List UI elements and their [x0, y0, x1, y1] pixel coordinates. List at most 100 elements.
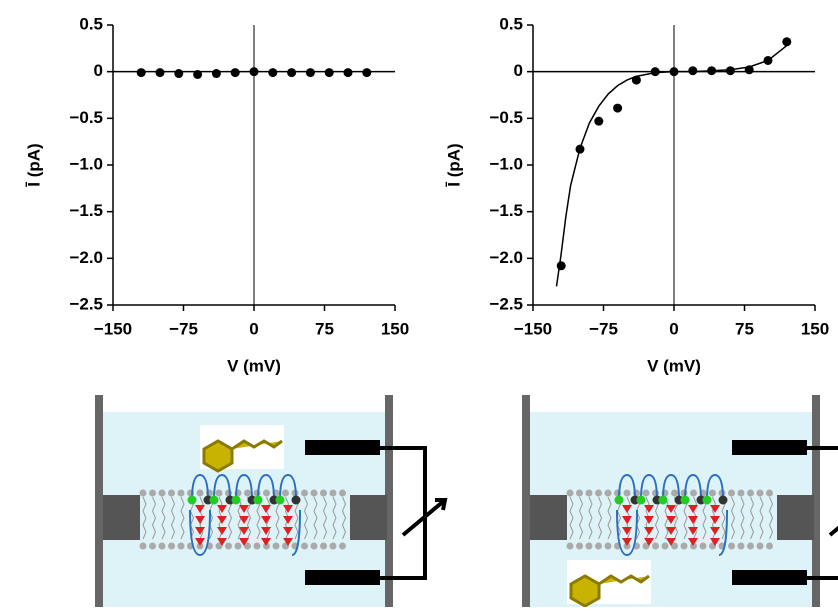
lipid-head [168, 489, 175, 497]
green-group [614, 495, 624, 505]
channel-unit [710, 516, 720, 524]
channel-unit [622, 527, 632, 535]
lipid-head [642, 542, 650, 550]
channel-unit [261, 505, 271, 513]
data-point [669, 67, 679, 77]
lipid-head [263, 542, 270, 550]
lipid-tail [740, 496, 745, 540]
data-point [707, 66, 717, 76]
y-tick-label: 0.5 [79, 14, 103, 33]
septum [103, 495, 140, 540]
data-point [744, 65, 754, 75]
channel-unit [688, 527, 698, 535]
y-tick-label: 0 [94, 61, 103, 80]
lipid-tail [332, 496, 337, 540]
channel-unit [666, 505, 676, 513]
lipid-tail [759, 496, 764, 540]
lipid-head [661, 542, 669, 550]
channel-unit [239, 516, 249, 524]
lipid-head [595, 489, 602, 497]
circuit-wire [380, 446, 427, 580]
x-axis-label: V (mV) [227, 356, 281, 375]
lipid-tail [303, 496, 309, 540]
molecule [569, 574, 650, 608]
lipid-head [604, 542, 612, 550]
data-point [782, 37, 792, 47]
lipid-head [149, 542, 156, 550]
y-tick-label: −0.5 [489, 108, 523, 127]
data-point [136, 68, 146, 78]
green-group [275, 495, 285, 505]
channel-unit [710, 538, 720, 546]
lipid-tail [578, 496, 584, 540]
channel-loop [618, 473, 636, 501]
channel-unit [283, 527, 293, 535]
data-point [324, 68, 334, 78]
lipid-head [272, 542, 280, 550]
channel-loop [257, 473, 275, 501]
bilayer-cell [95, 395, 448, 607]
x-axis-label: V (mV) [647, 356, 701, 375]
channel-unit [261, 527, 271, 535]
channel-unit [217, 527, 227, 535]
chamber-wall [812, 395, 820, 607]
lipid-head [168, 542, 175, 550]
data-point [362, 68, 372, 78]
lipid-head [158, 489, 166, 497]
data-point [193, 69, 203, 79]
lipid-head [301, 489, 308, 497]
lipid-tail [151, 496, 157, 540]
channel-unit [688, 538, 698, 546]
channel-unit [622, 505, 632, 513]
lipid-head [623, 489, 631, 497]
lipid-head [680, 542, 688, 550]
channel-loop [684, 473, 702, 501]
channel-unit [239, 505, 249, 513]
lipid-head [747, 542, 754, 550]
lipid-tail [142, 496, 147, 540]
lipid-head [747, 489, 754, 497]
lipid-head [139, 542, 147, 550]
data-point [287, 68, 297, 78]
channel-unit [688, 505, 698, 513]
channel-unit [666, 516, 676, 524]
molecule [202, 439, 283, 473]
lipid-head [595, 542, 602, 550]
lipid-head [709, 489, 716, 497]
channel-loop [235, 473, 253, 501]
lipid-head [728, 489, 735, 497]
lipid-tail [607, 496, 612, 540]
data-point [249, 67, 259, 77]
lipid-tail [768, 496, 774, 540]
lipid-head [652, 542, 659, 550]
channel-unit [217, 538, 227, 546]
lipid-head [301, 542, 308, 550]
lipid-head [585, 489, 593, 497]
data-point [575, 144, 585, 154]
lipid-head [225, 489, 232, 497]
lipid-tail [597, 496, 603, 540]
channel-unit [195, 505, 205, 513]
lipid-head [329, 489, 337, 497]
green-group [702, 495, 712, 505]
electrode [732, 440, 807, 455]
chamber-wall [385, 395, 393, 607]
electrode [305, 570, 380, 585]
lipid-head [253, 489, 261, 497]
channel-unit [239, 538, 249, 546]
data-point [268, 68, 278, 78]
channel-unit [666, 538, 676, 546]
lipid-head [576, 489, 583, 497]
data-point [594, 116, 604, 126]
lipid-head [737, 489, 745, 497]
dark-group [291, 495, 301, 505]
data-point [174, 69, 184, 79]
green-group [187, 495, 197, 505]
septum [350, 495, 387, 540]
channel-unit [644, 527, 654, 535]
data-point [343, 68, 353, 78]
channel-unit [644, 505, 654, 513]
channel-unit [195, 538, 205, 546]
lipid-head [604, 489, 612, 497]
